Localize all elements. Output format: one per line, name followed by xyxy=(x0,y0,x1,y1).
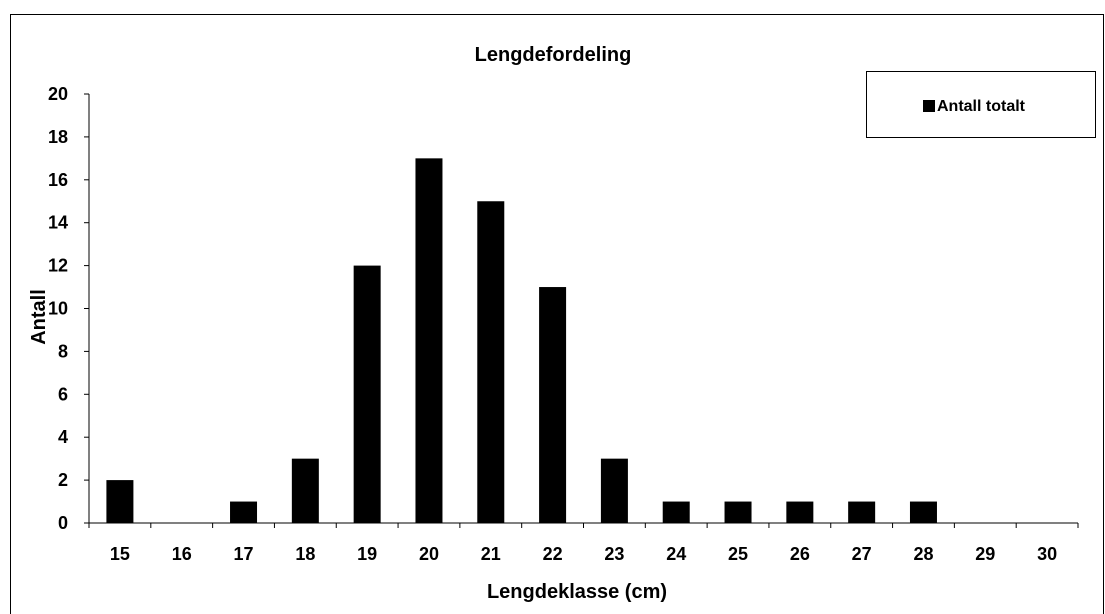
x-tick-label: 18 xyxy=(295,544,315,564)
bar xyxy=(353,265,381,523)
bar xyxy=(291,458,319,523)
x-tick-label: 15 xyxy=(110,544,130,564)
y-tick-label: 16 xyxy=(48,170,68,190)
bar xyxy=(909,501,937,523)
bar xyxy=(539,287,567,523)
bar xyxy=(724,501,752,523)
y-tick-label: 12 xyxy=(48,256,68,276)
x-tick-label: 27 xyxy=(852,544,872,564)
bar xyxy=(848,501,876,523)
chart-title: Lengdefordeling xyxy=(475,44,632,66)
x-tick-label: 29 xyxy=(975,544,995,564)
x-tick-label: 23 xyxy=(604,544,624,564)
y-tick-label: 6 xyxy=(58,384,68,404)
bar xyxy=(662,501,690,523)
bar xyxy=(415,158,443,523)
y-tick-label: 2 xyxy=(58,470,68,490)
bar xyxy=(786,501,814,523)
y-tick-label: 10 xyxy=(48,299,68,319)
x-tick-label: 26 xyxy=(790,544,810,564)
x-tick-label: 17 xyxy=(234,544,254,564)
y-axis-label: Antall xyxy=(28,289,50,345)
bar xyxy=(477,201,505,523)
x-tick-label: 22 xyxy=(543,544,563,564)
legend-swatch xyxy=(923,100,935,112)
x-tick-label: 21 xyxy=(481,544,501,564)
x-tick-label: 28 xyxy=(913,544,933,564)
bar xyxy=(230,501,258,523)
y-tick-label: 18 xyxy=(48,127,68,147)
x-axis-label: Lengdeklasse (cm) xyxy=(487,581,667,603)
legend: Antall totalt xyxy=(866,71,1096,138)
y-tick-label: 0 xyxy=(58,513,68,533)
x-tick-label: 20 xyxy=(419,544,439,564)
x-tick-label: 25 xyxy=(728,544,748,564)
chart-frame xyxy=(10,14,1104,614)
y-tick-label: 20 xyxy=(48,84,68,104)
bar xyxy=(106,480,134,523)
x-tick-label: 19 xyxy=(357,544,377,564)
y-tick-label: 8 xyxy=(58,341,68,361)
legend-entry: Antall totalt xyxy=(937,98,1025,115)
y-tick-label: 14 xyxy=(48,213,68,233)
bar xyxy=(600,458,628,523)
y-tick-label: 4 xyxy=(58,427,68,447)
x-tick-label: 30 xyxy=(1037,544,1057,564)
x-tick-label: 16 xyxy=(172,544,192,564)
x-tick-label: 24 xyxy=(666,544,686,564)
